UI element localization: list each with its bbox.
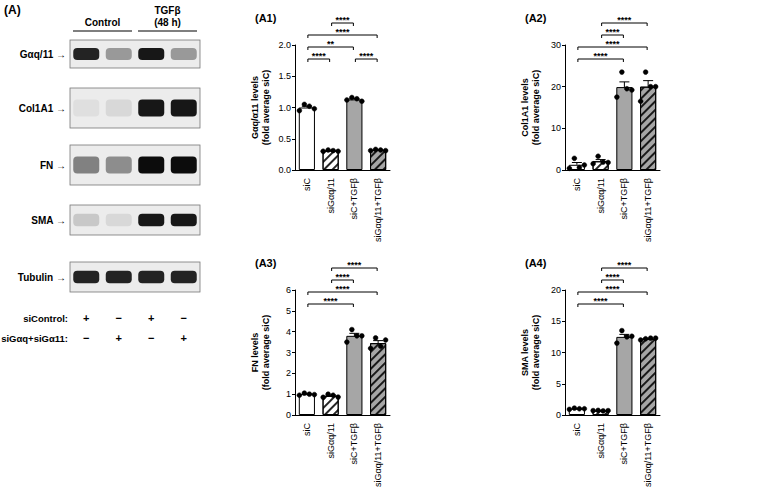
svg-text:5: 5 [556,379,561,389]
svg-text:(A): (A) [4,3,21,17]
svg-text:****: **** [617,15,632,25]
svg-text:siGαq/11+TGFβ: siGαq/11+TGFβ [643,423,653,487]
svg-text:Gαq/11 →: Gαq/11 → [20,49,66,60]
svg-text:+: + [148,312,154,324]
svg-text:****: **** [594,51,609,61]
svg-text:(A1): (A1) [255,12,277,24]
svg-text:****: **** [605,27,620,37]
svg-text:−: − [83,332,89,344]
svg-text:FN →: FN → [40,160,66,171]
svg-text:siC: siC [302,423,312,436]
svg-text:****: **** [324,296,339,306]
svg-text:siC+TGFβ: siC+TGFβ [619,423,629,464]
svg-text:****: **** [347,260,362,270]
svg-text:0: 0 [556,165,561,175]
svg-text:SMA →: SMA → [31,215,66,226]
svg-text:30: 30 [551,40,561,50]
svg-text:(A4): (A4) [525,257,547,269]
svg-text:(A3): (A3) [255,257,277,269]
svg-text:15: 15 [551,316,561,326]
svg-text:1.5: 1.5 [278,71,291,81]
svg-text:−: − [148,332,154,344]
svg-text:siC: siC [302,178,312,191]
svg-text:****: **** [335,284,350,294]
svg-text:siGαq/11+TGFβ: siGαq/11+TGFβ [373,423,383,487]
svg-text:0: 0 [286,410,291,420]
svg-text:siC: siC [572,423,582,436]
svg-text:siGαq+siGα11:: siGαq+siGα11: [1,333,68,344]
svg-text:10: 10 [551,348,561,358]
svg-text:****: **** [312,51,327,61]
svg-text:siC+TGFβ: siC+TGFβ [349,423,359,464]
svg-text:+: + [83,312,89,324]
svg-text:(fold average siC): (fold average siC) [261,70,271,146]
svg-text:20: 20 [551,285,561,295]
svg-text:****: **** [605,284,620,294]
svg-text:siGαq/11+TGFβ: siGαq/11+TGFβ [373,178,383,242]
svg-text:siGαq/11+TGFβ: siGαq/11+TGFβ [643,178,653,242]
svg-text:****: **** [617,260,632,270]
svg-text:−: − [116,312,122,324]
svg-text:2: 2 [286,368,291,378]
svg-text:siGαq/11: siGαq/11 [326,423,336,459]
svg-text:****: **** [359,51,374,61]
svg-text:0: 0 [556,410,561,420]
svg-text:**: ** [327,39,335,49]
svg-text:FN levels: FN levels [250,333,260,373]
svg-text:4: 4 [286,327,291,337]
svg-text:Col1A1 levels: Col1A1 levels [520,78,530,137]
svg-text:0.5: 0.5 [278,134,291,144]
svg-text:+: + [116,332,122,344]
svg-text:siC: siC [572,178,582,191]
svg-text:****: **** [335,272,350,282]
svg-text:−: − [181,312,187,324]
svg-text:****: **** [335,15,350,25]
svg-text:siC+TGFβ: siC+TGFβ [619,178,629,219]
svg-text:1: 1 [286,389,291,399]
svg-text:siC+TGFβ: siC+TGFβ [349,178,359,219]
svg-text:SMA levels: SMA levels [520,329,530,376]
svg-text:siGαq/11: siGαq/11 [596,178,606,214]
svg-text:****: **** [605,39,620,49]
svg-text:6: 6 [286,285,291,295]
svg-text:1.0: 1.0 [278,103,291,113]
svg-text:siGαq/11: siGαq/11 [326,178,336,214]
svg-text:Tubulin →: Tubulin → [18,272,66,283]
svg-text:siControl:: siControl: [23,313,68,324]
svg-text:+: + [181,332,187,344]
svg-text:(48 h): (48 h) [154,17,181,28]
svg-text:0.0: 0.0 [278,165,291,175]
svg-text:5: 5 [286,306,291,316]
svg-text:3: 3 [286,348,291,358]
svg-text:Control: Control [85,17,121,28]
svg-text:****: **** [335,27,350,37]
svg-text:siGαq/11: siGαq/11 [596,423,606,459]
svg-text:10: 10 [551,123,561,133]
svg-text:(fold average siC): (fold average siC) [261,315,271,391]
svg-text:2.0: 2.0 [278,40,291,50]
svg-text:****: **** [605,272,620,282]
svg-text:TGFβ: TGFβ [154,5,180,16]
svg-text:20: 20 [551,82,561,92]
svg-text:(A2): (A2) [525,12,547,24]
svg-text:(fold average siC): (fold average siC) [531,315,541,391]
svg-text:Gαq/α11 levels: Gαq/α11 levels [250,76,260,139]
svg-text:****: **** [594,296,609,306]
svg-text:(fold average siC): (fold average siC) [531,70,541,146]
svg-text:Col1A1 →: Col1A1 → [19,103,66,114]
